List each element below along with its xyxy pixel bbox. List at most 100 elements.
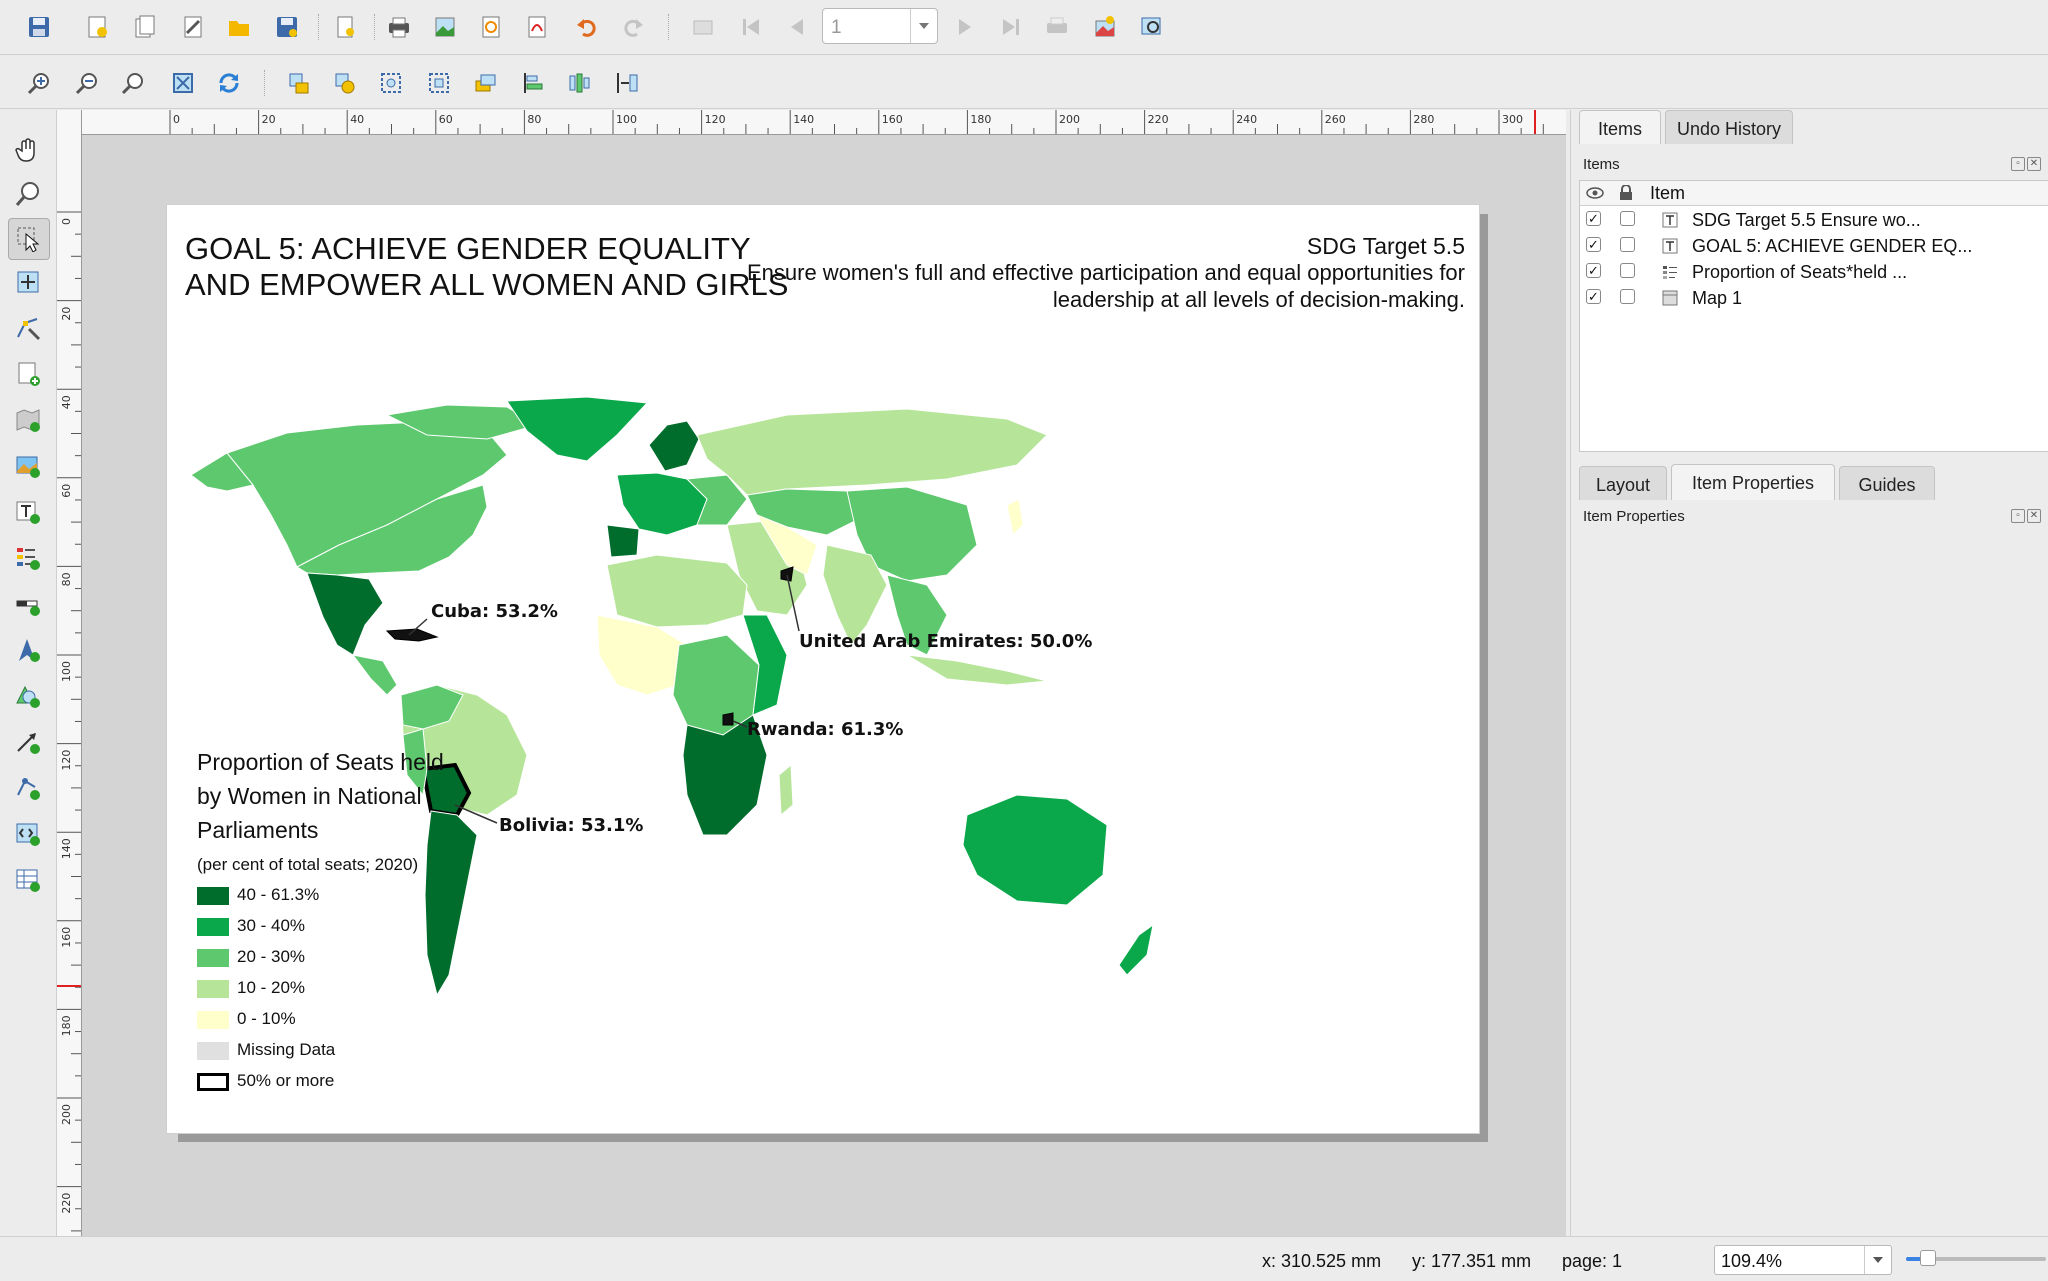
export-svg-button[interactable] [474, 10, 508, 44]
navigation-toolbar [0, 56, 2048, 109]
close-panel-icon[interactable]: ✕ [2027, 509, 2041, 523]
add-page-button[interactable] [8, 354, 48, 394]
zoom-slider[interactable] [1906, 1250, 2046, 1266]
target-heading[interactable]: SDG Target 5.5 [1306, 233, 1465, 259]
add-html-button[interactable] [8, 814, 48, 854]
refresh-button[interactable] [212, 66, 246, 100]
item-row[interactable]: ✓ SDG Target 5.5 Ensure wo... [1580, 207, 2048, 233]
add-scalebar-button[interactable] [8, 584, 48, 624]
visibility-checkbox[interactable]: ✓ [1586, 263, 1601, 278]
visibility-checkbox[interactable]: ✓ [1586, 211, 1601, 226]
add-node-item-button[interactable] [8, 768, 48, 808]
ungroup-button[interactable] [422, 66, 456, 100]
zoom-out-icon [75, 73, 97, 95]
map-item[interactable]: Cuba: 53.2% United Arab Emirates: 50.0% … [187, 395, 1457, 1095]
items-tree[interactable]: Item ✓ SDG Target 5.5 Ensure wo... ✓ GOAL 5… [1579, 180, 2048, 452]
zoom-out-button[interactable] [70, 66, 104, 100]
add-label-button[interactable] [8, 492, 48, 532]
chevron-down-icon[interactable] [1864, 1246, 1891, 1274]
horizontal-ruler[interactable]: 0 20 40 60 80 100 120 140 160 180 200 220 240 260 280 3… [57, 110, 1566, 135]
add-north-arrow-button[interactable] [8, 630, 48, 670]
add-legend-button[interactable] [8, 538, 48, 578]
page-number-combo[interactable]: 1 [822, 8, 938, 44]
zoom-slider-handle[interactable] [1920, 1250, 1936, 1266]
tab-guides[interactable]: Guides [1839, 466, 1935, 500]
float-panel-icon[interactable]: ▫ [2011, 157, 2025, 171]
print-atlas-button[interactable] [1040, 10, 1074, 44]
select-tool-button[interactable] [8, 218, 50, 260]
item-row[interactable]: ✓ Map 1 [1580, 285, 2048, 311]
visibility-checkbox[interactable]: ✓ [1586, 237, 1601, 252]
open-template-button[interactable] [222, 10, 256, 44]
export-pdf-button[interactable] [520, 10, 554, 44]
move-content-button[interactable] [8, 262, 48, 302]
distribute-items-button[interactable] [562, 66, 596, 100]
pan-tool-button[interactable] [8, 130, 48, 170]
zoom-full-button[interactable] [166, 66, 200, 100]
bolivia-leader-line [454, 804, 498, 824]
first-feature-button[interactable] [734, 10, 768, 44]
scandinavia [648, 420, 700, 472]
target-description[interactable]: Ensure women's full and effective partic… [746, 260, 1465, 312]
chevron-down-icon[interactable] [910, 9, 937, 43]
tab-items[interactable]: Items [1579, 110, 1661, 144]
page-setup-button[interactable] [328, 10, 362, 44]
add-map-button[interactable] [8, 400, 48, 440]
export-image-button[interactable] [428, 10, 462, 44]
lock-checkbox[interactable] [1620, 289, 1635, 304]
add-attribute-table-button[interactable] [8, 860, 48, 900]
zoom-tool-button[interactable] [8, 174, 48, 214]
add-picture-button[interactable] [8, 446, 48, 486]
save-button[interactable] [22, 10, 56, 44]
undo-button[interactable] [570, 10, 604, 44]
atlas-settings-button[interactable] [1134, 10, 1168, 44]
zoom-in-button[interactable] [22, 66, 56, 100]
lock-items-button[interactable] [282, 66, 316, 100]
next-feature-button[interactable] [948, 10, 982, 44]
lock-checkbox[interactable] [1620, 237, 1635, 252]
legend-title: Proportion of Seats held by Women in Nat… [197, 749, 444, 843]
item-row[interactable]: ✓ GOAL 5: ACHIEVE GENDER EQ... [1580, 233, 2048, 259]
tab-item-properties[interactable]: Item Properties [1671, 464, 1835, 500]
edit-nodes-button[interactable] [8, 308, 48, 348]
tab-layout[interactable]: Layout [1579, 466, 1667, 500]
title-line-1: GOAL 5: ACHIEVE GENDER EQUALITY [185, 231, 751, 266]
add-shape-button[interactable] [8, 676, 48, 716]
layout-manager-icon [184, 16, 202, 38]
print-button[interactable] [382, 10, 416, 44]
raise-items-button[interactable] [468, 66, 502, 100]
new-layout-button[interactable] [80, 10, 114, 44]
layout-title[interactable]: GOAL 5: ACHIEVE GENDER EQUALITY AND EMPO… [185, 231, 885, 303]
lock-checkbox[interactable] [1620, 263, 1635, 278]
lock-checkbox[interactable] [1620, 211, 1635, 226]
tab-undo-history[interactable]: Undo History [1665, 110, 1793, 144]
uae-leader-line [786, 574, 800, 632]
ruler-tick-label: 80 [60, 572, 73, 586]
zoom-combo[interactable]: 109.4% [1714, 1245, 1892, 1275]
add-scalebar-icon [16, 600, 40, 616]
items-header: Item [1580, 181, 2048, 206]
visibility-checkbox[interactable]: ✓ [1586, 289, 1601, 304]
atlas-preview-button[interactable] [686, 10, 720, 44]
layout-toolbar: 1 [0, 0, 2048, 55]
align-items-button[interactable] [516, 66, 550, 100]
close-panel-icon[interactable]: ✕ [2027, 157, 2041, 171]
save-template-button[interactable] [270, 10, 304, 44]
redo-button[interactable] [616, 10, 650, 44]
map-legend[interactable]: Proportion of Seats held by Women in Nat… [197, 745, 497, 1098]
resize-items-button[interactable] [610, 66, 644, 100]
vertical-ruler[interactable]: 0 20 40 60 80 100 120 140 160 180 200 220 [57, 110, 82, 1236]
export-atlas-button[interactable] [1088, 10, 1122, 44]
float-panel-icon[interactable]: ▫ [2011, 509, 2025, 523]
last-feature-button[interactable] [994, 10, 1028, 44]
add-arrow-button[interactable] [8, 722, 48, 762]
group-button[interactable] [374, 66, 408, 100]
zoom-actual-button[interactable] [116, 66, 150, 100]
previous-feature-button[interactable] [780, 10, 814, 44]
layout-page[interactable]: GOAL 5: ACHIEVE GENDER EQUALITY AND EMPO… [166, 204, 1480, 1134]
duplicate-layout-button[interactable] [128, 10, 162, 44]
item-row[interactable]: ✓ Proportion of Seats*held ... [1580, 259, 2048, 285]
layout-manager-button[interactable] [176, 10, 210, 44]
unlock-items-button[interactable] [328, 66, 362, 100]
item-label: Proportion of Seats*held ... [1692, 262, 1908, 282]
